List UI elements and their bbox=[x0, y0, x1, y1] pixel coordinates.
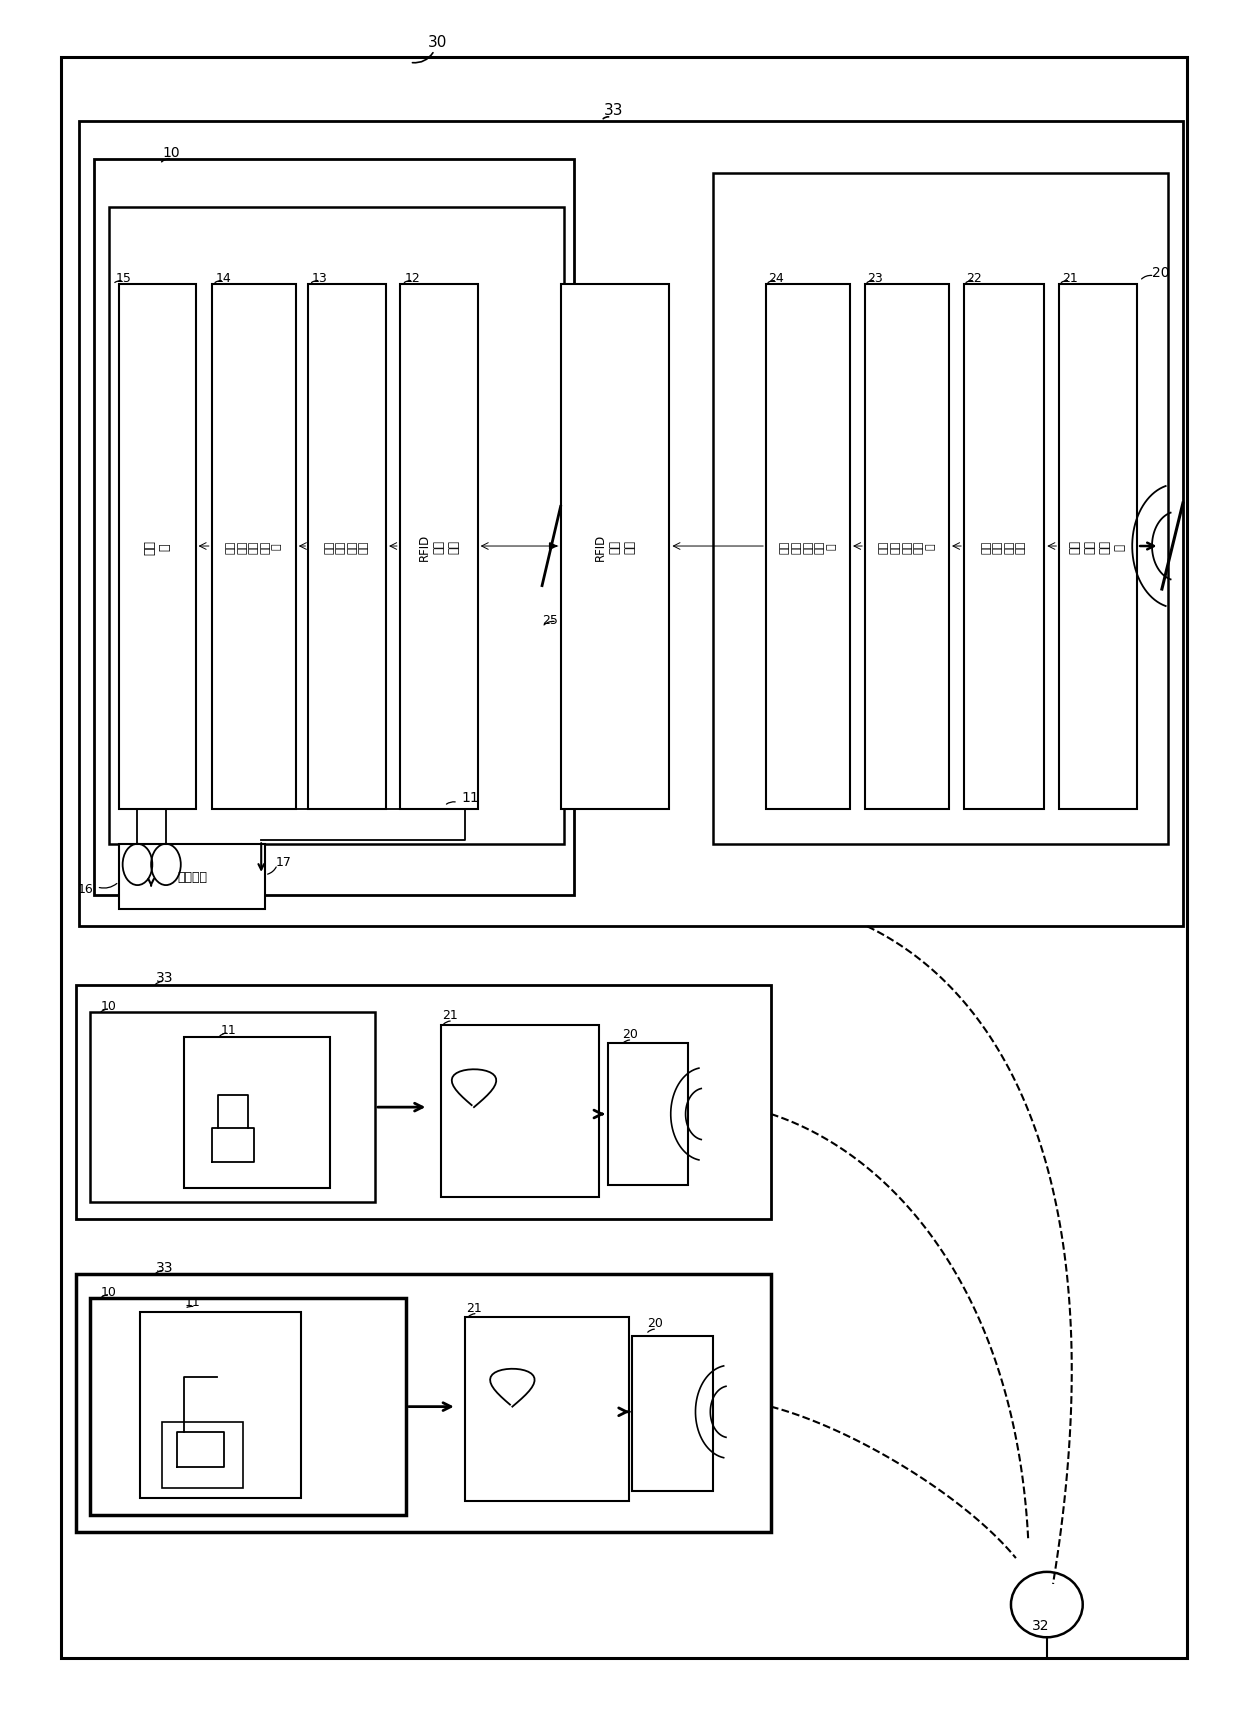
Text: 11: 11 bbox=[461, 791, 480, 805]
Text: 12: 12 bbox=[404, 272, 420, 284]
Bar bbox=[1059, 286, 1137, 810]
Text: 解锁
器计
算控
制电
路: 解锁 器计 算控 制电 路 bbox=[879, 539, 935, 553]
Bar bbox=[119, 844, 265, 910]
Bar bbox=[866, 286, 949, 810]
Bar bbox=[79, 122, 1183, 927]
Bar bbox=[560, 286, 670, 810]
Text: 解锁
器计
算控
制电
路: 解锁 器计 算控 制电 路 bbox=[780, 539, 836, 553]
Text: 解锁
器编
解码
电路: 解锁 器编 解码 电路 bbox=[981, 539, 1025, 553]
Text: 21: 21 bbox=[466, 1301, 482, 1315]
Bar bbox=[963, 286, 1044, 810]
Text: 22: 22 bbox=[966, 272, 982, 284]
Bar bbox=[91, 1013, 374, 1203]
Text: 射频
卡接
收装
置: 射频 卡接 收装 置 bbox=[1069, 539, 1127, 553]
Text: 17: 17 bbox=[275, 855, 291, 868]
Bar bbox=[185, 1037, 331, 1189]
Bar bbox=[608, 1044, 688, 1185]
Bar bbox=[140, 1313, 301, 1497]
Text: 16: 16 bbox=[78, 882, 93, 896]
Text: 锁紧
器计
算控
制电
路: 锁紧 器计 算控 制电 路 bbox=[226, 539, 281, 553]
Text: RFID
发送
装置: RFID 发送 装置 bbox=[594, 532, 636, 560]
Bar bbox=[212, 286, 296, 810]
Text: 25: 25 bbox=[542, 613, 558, 627]
Bar bbox=[119, 286, 196, 810]
Text: 13: 13 bbox=[312, 272, 327, 284]
Text: 锁紧
器编
解码
电路: 锁紧 器编 解码 电路 bbox=[324, 539, 370, 553]
Bar bbox=[309, 286, 386, 810]
Text: 14: 14 bbox=[216, 272, 231, 284]
Text: 20: 20 bbox=[1152, 265, 1169, 279]
Text: 21: 21 bbox=[441, 1008, 458, 1022]
Bar bbox=[713, 174, 1168, 844]
Bar bbox=[399, 286, 477, 810]
Bar bbox=[465, 1318, 629, 1501]
Text: 继电
器: 继电 器 bbox=[144, 539, 171, 555]
Text: 23: 23 bbox=[868, 272, 883, 284]
Bar bbox=[76, 986, 771, 1220]
Bar bbox=[632, 1337, 713, 1490]
Text: 11: 11 bbox=[185, 1296, 200, 1308]
Text: 33: 33 bbox=[156, 1260, 174, 1273]
Text: 10: 10 bbox=[100, 1285, 117, 1297]
Text: 11: 11 bbox=[221, 1023, 236, 1037]
Text: 20: 20 bbox=[647, 1316, 663, 1330]
Text: 33: 33 bbox=[604, 103, 624, 119]
Bar bbox=[94, 160, 574, 896]
Text: RFID
接收
装置: RFID 接收 装置 bbox=[418, 532, 461, 560]
Bar bbox=[766, 286, 851, 810]
Text: 15: 15 bbox=[115, 272, 131, 284]
Text: 20: 20 bbox=[622, 1027, 639, 1041]
Text: 24: 24 bbox=[769, 272, 784, 284]
Text: 33: 33 bbox=[156, 972, 174, 986]
Bar bbox=[91, 1299, 405, 1515]
Text: 10: 10 bbox=[162, 146, 180, 160]
Text: 10: 10 bbox=[100, 999, 117, 1013]
Bar bbox=[109, 208, 564, 844]
Text: 30: 30 bbox=[428, 34, 448, 50]
Text: 举升装置: 举升装置 bbox=[177, 870, 207, 884]
Bar bbox=[76, 1275, 771, 1532]
Text: 32: 32 bbox=[1032, 1618, 1049, 1632]
Bar bbox=[162, 1421, 243, 1487]
Text: 21: 21 bbox=[1061, 272, 1078, 284]
Bar bbox=[440, 1025, 599, 1197]
